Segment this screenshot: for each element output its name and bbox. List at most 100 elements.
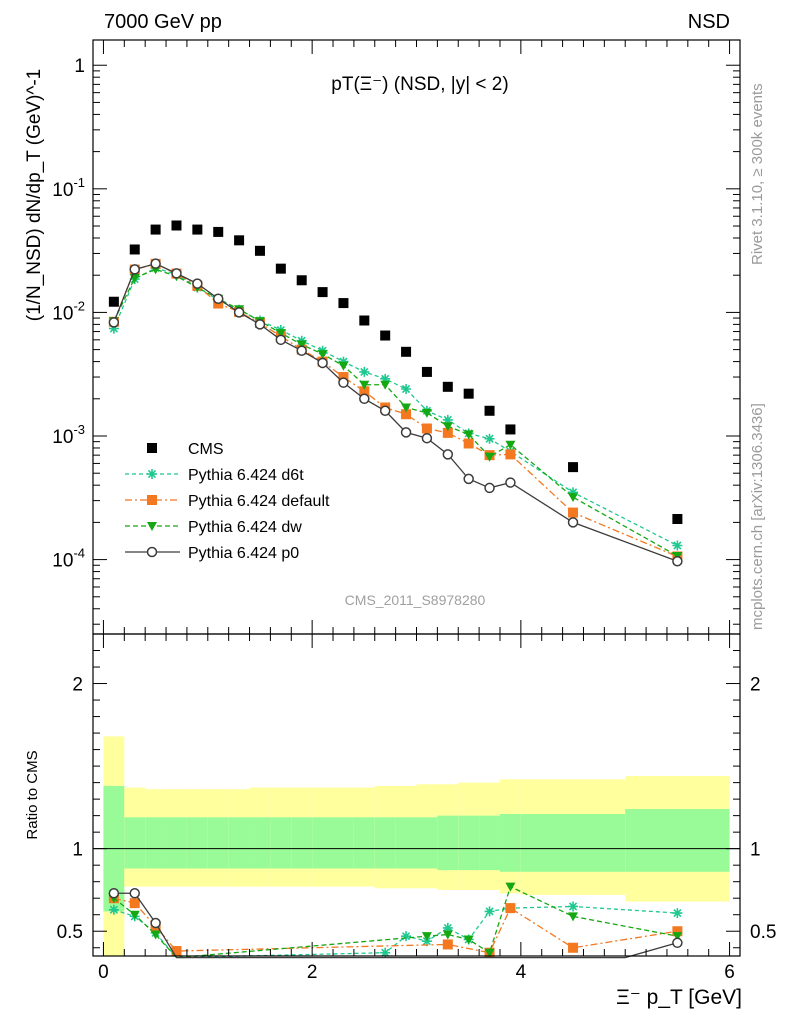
ratio-y-tick-label: 0.5 (750, 922, 776, 943)
stat-uncertainty-band (124, 817, 146, 869)
legend-label: Pythia 6.424 dw (188, 519, 302, 536)
main-panel: pT(Ξ⁻) (NSD, |y| < 2) (1/N_NSD) dN/dp_T … (24, 39, 741, 635)
data-point (463, 430, 474, 440)
legend-entry: Pythia 6.424 dw (125, 519, 302, 536)
stat-uncertainty-band (249, 817, 271, 869)
ratio-frame (92, 633, 741, 957)
series-line (113, 267, 678, 547)
ratio-axis-ticks: 0.5 0.5 1 1 2 2 0 2 4 6 (57, 634, 776, 983)
data-point (672, 540, 683, 551)
data-point (254, 319, 266, 330)
ratio-point (401, 931, 412, 942)
series-pythia-6-424-default (108, 258, 683, 562)
legend-marker (147, 522, 157, 531)
data-point (380, 373, 391, 384)
data-point (275, 329, 286, 339)
data-point (150, 224, 161, 235)
data-point (296, 345, 307, 356)
legend-label: CMS (188, 441, 224, 458)
ratio-point (484, 906, 495, 917)
data-point (379, 405, 391, 417)
stat-uncertainty-band (353, 817, 375, 869)
data-point (442, 422, 453, 432)
data-point (505, 440, 516, 450)
ratio-point (421, 932, 432, 942)
main-y-tick-label: 1 (74, 56, 85, 77)
series-cms (108, 220, 683, 525)
stat-uncertainty-band (291, 817, 313, 869)
ratio-point (505, 903, 516, 914)
ratio-panel: 0.5 0.5 1 1 2 2 0 2 4 6 Ratio to CMS Ξ⁻ p_T [GeV] (24, 633, 776, 1009)
data-point (672, 514, 683, 525)
ratio-point (442, 922, 453, 933)
stat-uncertainty-band (374, 817, 396, 869)
series-line (113, 268, 678, 557)
header-energy-label: 7000 GeV pp (104, 11, 222, 33)
ratio-point (150, 917, 161, 929)
data-point (505, 449, 516, 460)
legend-entry: Pythia 6.424 d6t (125, 467, 304, 484)
data-point (672, 555, 683, 567)
data-point (317, 357, 328, 369)
data-point (463, 388, 474, 399)
ratio-line (113, 885, 678, 959)
data-point (129, 244, 140, 255)
data-point (484, 433, 495, 444)
ratio-point (380, 947, 391, 958)
data-point (338, 298, 349, 309)
ratio-y-axis-label: Ratio to CMS (24, 750, 41, 839)
data-point (338, 372, 349, 383)
data-point (192, 224, 203, 235)
data-point (275, 334, 287, 346)
data-point (275, 263, 286, 274)
data-point (129, 264, 140, 275)
ratio-series-pythia-6-424-dw (108, 882, 683, 959)
main-y-tick-label: 10-4 (52, 546, 85, 572)
data-point (421, 366, 432, 377)
data-point (421, 432, 433, 444)
data-point (359, 366, 370, 377)
data-point (442, 427, 453, 438)
ratio-point (672, 926, 683, 937)
x-tick-label: 0 (98, 962, 109, 983)
stat-uncertainty-band (437, 815, 459, 871)
legend-marker (146, 546, 158, 558)
data-point (484, 452, 495, 462)
data-point (401, 403, 412, 413)
legend-marker (147, 495, 157, 505)
series-line (113, 262, 678, 562)
mcplots-label: mcplots.cern.ch [arXiv:1306.3436] (749, 403, 766, 630)
ratio-uncertainty-bands (103, 736, 730, 956)
ratio-point (442, 939, 453, 950)
data-point (296, 275, 307, 286)
ratio-point (129, 898, 140, 909)
data-point (338, 361, 349, 371)
ratio-series-pythia-6-424-p0 (108, 888, 683, 959)
data-point (442, 414, 453, 425)
main-y-tick-label: 10-2 (52, 298, 85, 324)
data-point (233, 307, 245, 318)
series-pythia-6-424-dw (108, 265, 683, 561)
stat-uncertainty-band (416, 817, 438, 869)
x-tick-label: 4 (516, 962, 527, 983)
stat-uncertainty-band (520, 813, 626, 872)
ratio-point (672, 937, 683, 949)
ratio-line (113, 892, 678, 959)
data-point (212, 293, 224, 304)
ratio-point (463, 935, 474, 945)
ratio-y-tick-label: 2 (750, 675, 761, 696)
data-point (463, 438, 474, 449)
series-pythia-6-424-p0 (108, 258, 683, 567)
data-point (213, 226, 224, 237)
data-point (108, 323, 119, 334)
data-point (442, 381, 453, 392)
x-axis-label: Ξ⁻ p_T [GeV] (616, 986, 742, 1009)
data-point (317, 350, 328, 360)
ratio-point (108, 904, 119, 915)
ratio-point (568, 942, 579, 953)
ratio-point (484, 948, 495, 958)
ratio-y-tick-label: 2 (72, 675, 83, 696)
legend-label: Pythia 6.424 d6t (188, 467, 304, 484)
legend-marker (147, 469, 157, 479)
